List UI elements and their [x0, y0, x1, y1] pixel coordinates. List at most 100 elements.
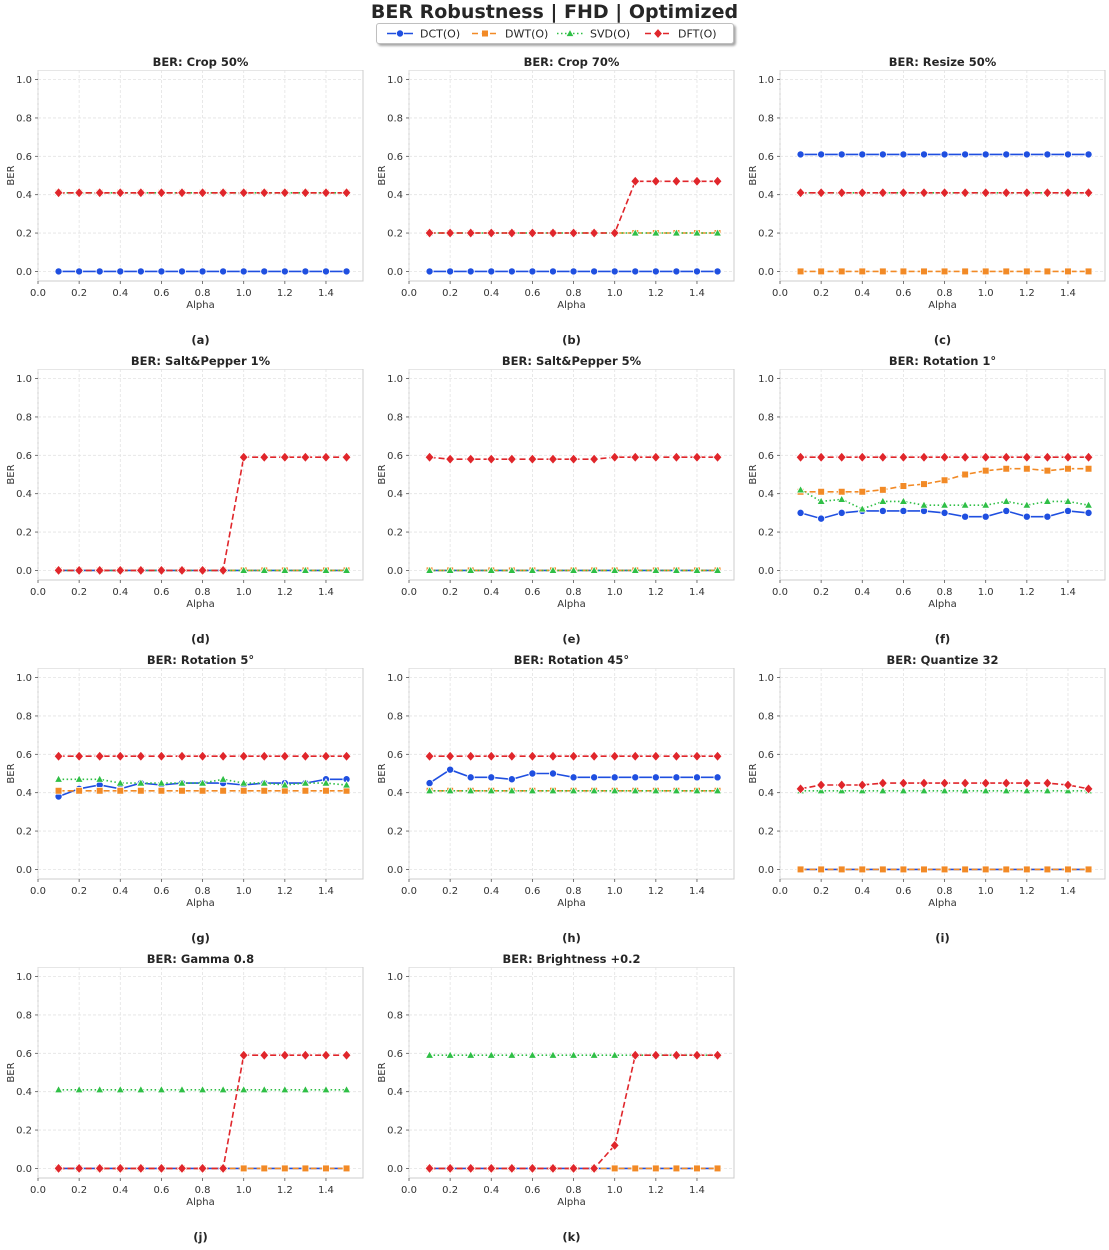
data-point	[341, 750, 352, 762]
data-point	[424, 750, 435, 762]
y-axis-label: BER	[6, 1062, 17, 1082]
x-tick-label: 0.8	[566, 886, 582, 897]
data-point	[94, 1162, 105, 1175]
x-tick-label: 1.4	[318, 1185, 334, 1196]
data-point	[919, 777, 929, 789]
data-point	[1042, 777, 1053, 789]
data-point	[899, 865, 908, 874]
y-tick-label: 0.0	[758, 267, 774, 278]
data-point	[156, 778, 167, 787]
data-point	[424, 1162, 435, 1175]
data-point	[712, 785, 723, 795]
data-point	[919, 785, 929, 795]
data-point	[198, 267, 207, 276]
series-dfto	[424, 1049, 723, 1175]
y-tick-label: 0.8	[758, 113, 774, 124]
data-point	[857, 504, 867, 513]
data-point	[280, 779, 290, 789]
data-point	[548, 1162, 558, 1175]
data-point	[960, 451, 971, 463]
data-point	[198, 786, 207, 795]
subplot-panel-label: (b)	[562, 333, 581, 347]
data-point	[1042, 187, 1053, 199]
data-point	[527, 785, 538, 795]
data-point	[54, 267, 63, 276]
data-point	[610, 773, 619, 782]
x-tick-label: 0.0	[30, 886, 46, 897]
data-point	[486, 1050, 496, 1059]
y-tick-label: 0.8	[758, 711, 774, 722]
y-tick-label: 0.2	[758, 229, 774, 240]
data-point	[446, 765, 455, 774]
data-point	[569, 773, 578, 782]
data-point	[981, 785, 991, 795]
y-tick-label: 1.0	[387, 374, 403, 385]
data-point	[218, 187, 229, 199]
data-point	[424, 565, 435, 574]
subplot-title: BER: Crop 50%	[152, 55, 249, 69]
data-point	[279, 750, 290, 762]
data-point	[156, 187, 167, 199]
data-point	[1083, 500, 1094, 509]
data-point	[219, 267, 228, 276]
data-point	[1023, 464, 1031, 473]
y-tick-label: 1.0	[758, 75, 774, 86]
data-point	[280, 1084, 290, 1094]
x-tick-label: 0.8	[937, 288, 953, 299]
data-point	[898, 496, 909, 505]
plot-area	[408, 70, 735, 282]
x-tick-label: 0.2	[71, 886, 87, 897]
y-tick-label: 0.6	[758, 152, 774, 163]
y-tick-label: 0.2	[758, 528, 774, 539]
data-point	[156, 564, 167, 577]
data-point	[1023, 865, 1031, 874]
data-point	[981, 267, 990, 276]
subplot-panel-label: (i)	[935, 931, 950, 945]
x-axis-label: Alpha	[557, 898, 585, 909]
data-point	[795, 187, 806, 199]
data-point	[528, 769, 537, 778]
legend-entry: DFT(O)	[645, 28, 717, 41]
x-tick-label: 1.0	[607, 1185, 623, 1196]
data-point	[74, 564, 85, 577]
data-point	[95, 786, 104, 795]
data-point	[589, 1162, 600, 1175]
y-tick-label: 0.4	[758, 190, 774, 201]
y-tick-label: 0.2	[16, 528, 32, 539]
subplot: 0.0 0.2 0.4 0.6 0.8 1.0 1.2 1.4 0.0 0.2 0.4 0.6 0.8 1…	[6, 369, 364, 610]
data-point	[960, 777, 971, 789]
data-point	[1063, 496, 1073, 505]
data-point	[568, 227, 579, 239]
data-point	[1022, 500, 1032, 509]
data-point	[651, 565, 661, 574]
data-point	[630, 1049, 641, 1061]
data-point	[610, 1164, 619, 1173]
data-point	[630, 785, 640, 795]
data-point	[218, 1162, 229, 1175]
series-dfto	[53, 187, 352, 199]
data-point	[280, 267, 289, 276]
data-point	[692, 1049, 702, 1061]
data-point	[858, 487, 867, 496]
x-tick-label: 0.6	[524, 1185, 540, 1196]
data-point	[239, 267, 248, 276]
x-tick-label: 0.0	[401, 587, 417, 598]
data-point	[837, 508, 846, 517]
x-tick-label: 1.4	[1060, 886, 1076, 897]
data-point	[94, 187, 105, 199]
data-point	[321, 187, 331, 199]
data-point	[898, 785, 909, 795]
data-point	[1023, 267, 1031, 276]
y-tick-label: 0.4	[758, 489, 774, 500]
data-point	[590, 773, 599, 782]
y-tick-label: 0.4	[758, 788, 774, 799]
data-point	[899, 150, 908, 159]
y-tick-label: 0.6	[16, 451, 32, 462]
data-point	[341, 565, 352, 574]
y-tick-label: 1.0	[387, 75, 403, 86]
series-dcto	[425, 765, 722, 788]
data-point	[816, 451, 827, 463]
data-point	[1063, 506, 1072, 515]
data-point	[672, 773, 681, 782]
data-point	[817, 267, 825, 276]
